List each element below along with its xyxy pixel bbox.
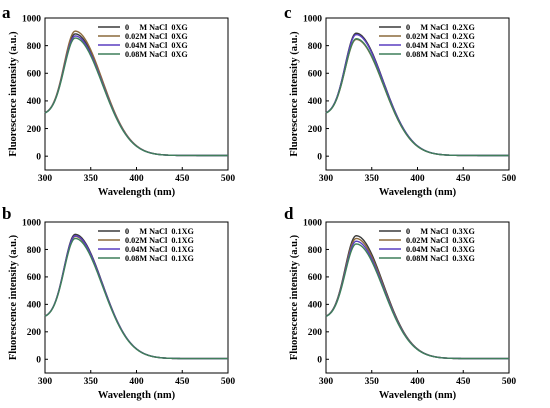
legend-label: 0.04M NaCl 0.1XG (125, 245, 195, 254)
legend-label: 0.02M NaCl 0.1XG (125, 236, 195, 245)
legend-label: 0.08M NaCl 0.1XG (125, 254, 195, 263)
legend-label: 0 M NaCl 0.2XG (406, 23, 476, 32)
x-tick-label: 300 (38, 174, 53, 184)
y-tick-label: 1000 (22, 218, 41, 228)
legend-label: 0.08M NaCl 0.2XG (406, 50, 476, 59)
y-tick-label: 200 (308, 328, 323, 338)
x-tick-label: 400 (410, 174, 425, 184)
y-tick-label: 400 (308, 97, 323, 107)
y-axis-title: Fluorescence intensity (a.u.) (289, 234, 300, 360)
x-axis-title: Wavelength (nm) (98, 390, 176, 401)
legend-label: 0.02M NaCl 0.3XG (406, 236, 476, 245)
y-tick-label: 1000 (303, 218, 322, 228)
x-tick-label: 350 (365, 174, 380, 184)
x-axis-title: Wavelength (nm) (379, 187, 457, 198)
y-tick-label: 400 (27, 97, 42, 107)
x-tick-label: 500 (221, 377, 236, 387)
y-tick-label: 600 (27, 70, 42, 80)
panel-c: c 0 200 400 600 800 1000 300 350 400 450 500 Wavelen… (284, 3, 516, 198)
y-axis-title: Fluorescence intensity (a.u.) (8, 31, 19, 157)
y-tick-label: 800 (27, 246, 42, 256)
panel-b: b 0 200 400 600 800 1000 300 350 400 450 500 Wavelen… (2, 204, 235, 401)
legend-label: 0.08M NaCl 0XG (125, 50, 188, 59)
x-tick-label: 500 (502, 174, 517, 184)
x-axis-title: Wavelength (nm) (379, 390, 457, 401)
y-tick-label: 200 (308, 125, 323, 135)
x-tick-label: 350 (84, 174, 99, 184)
x-tick-label: 450 (456, 174, 471, 184)
x-tick-label: 500 (502, 377, 517, 387)
x-tick-label: 450 (175, 377, 190, 387)
panel-d: d 0 200 400 600 800 1000 300 350 400 450 500 Wavelen… (284, 204, 516, 401)
series-line-4 (325, 243, 509, 360)
y-tick-label: 400 (27, 301, 42, 311)
y-axis-title: Fluorescence intensity (a.u.) (289, 31, 300, 157)
x-tick-label: 500 (221, 174, 236, 184)
y-tick-label: 800 (308, 246, 323, 256)
legend-label: 0 M NaCl 0XG (125, 23, 188, 32)
panel-letter: a (2, 3, 11, 22)
y-tick-label: 400 (308, 301, 323, 311)
x-tick-label: 400 (129, 174, 144, 184)
x-tick-label: 450 (175, 174, 190, 184)
y-tick-label: 600 (308, 273, 323, 283)
y-tick-label: 200 (27, 125, 42, 135)
y-tick-label: 0 (36, 356, 41, 366)
series-line-4 (325, 38, 509, 157)
legend-label: 0.02M NaCl 0XG (125, 32, 188, 41)
series-line-4 (44, 37, 228, 157)
x-tick-label: 350 (84, 377, 99, 387)
y-tick-label: 1000 (22, 14, 41, 24)
x-tick-label: 300 (319, 174, 334, 184)
y-tick-label: 0 (317, 152, 322, 162)
legend-label: 0 M NaCl 0.3XG (406, 227, 476, 236)
y-tick-label: 800 (27, 42, 42, 52)
x-tick-label: 300 (38, 377, 53, 387)
legend-label: 0.08M NaCl 0.3XG (406, 254, 476, 263)
x-tick-label: 300 (319, 377, 334, 387)
x-tick-label: 350 (365, 377, 380, 387)
legend-label: 0.04M NaCl 0XG (125, 41, 188, 50)
y-tick-label: 0 (317, 356, 322, 366)
x-tick-label: 400 (410, 377, 425, 387)
panel-letter: b (2, 204, 11, 223)
y-tick-label: 600 (27, 273, 42, 283)
x-axis-title: Wavelength (nm) (98, 187, 176, 198)
legend-label: 0 M NaCl 0.1XG (125, 227, 195, 236)
x-tick-label: 400 (129, 377, 144, 387)
legend-label: 0.04M NaCl 0.3XG (406, 245, 476, 254)
y-axis-title: Fluorescence intensity (a.u.) (8, 234, 19, 360)
panel-a: a 0 200 400 600 800 1000 300 350 400 450 500 Wavelen… (2, 3, 235, 198)
y-tick-label: 0 (36, 152, 41, 162)
y-tick-label: 800 (308, 42, 323, 52)
panel-letter: c (284, 3, 292, 22)
legend-label: 0.02M NaCl 0.2XG (406, 32, 476, 41)
y-tick-label: 200 (27, 328, 42, 338)
panel-letter: d (284, 204, 294, 223)
series-line-4 (44, 237, 228, 360)
legend-label: 0.04M NaCl 0.2XG (406, 41, 476, 50)
x-tick-label: 450 (456, 377, 471, 387)
y-tick-label: 1000 (303, 14, 322, 24)
y-tick-label: 600 (308, 70, 323, 80)
